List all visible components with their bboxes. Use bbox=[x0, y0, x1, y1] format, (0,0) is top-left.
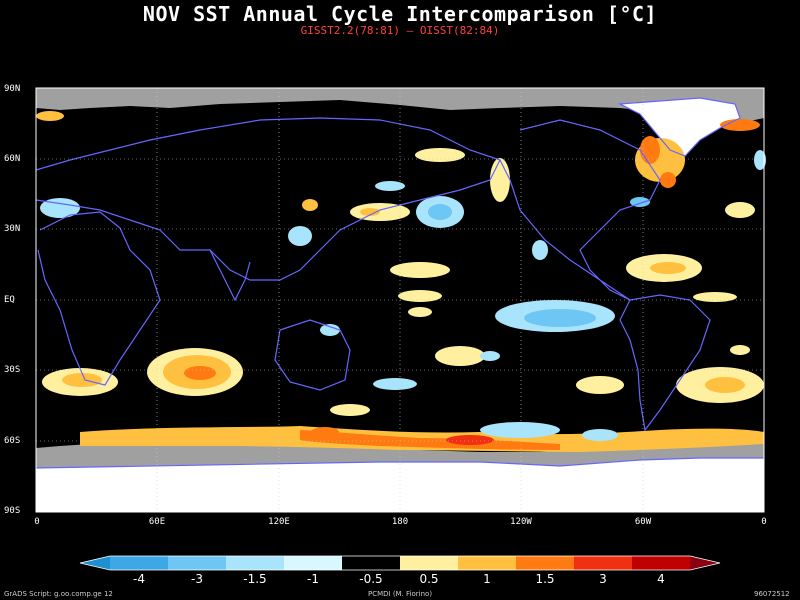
lat-label: 60S bbox=[4, 436, 21, 446]
colorbar-label: -1 bbox=[307, 572, 319, 586]
greenland bbox=[620, 98, 740, 156]
lat-label: EQ bbox=[4, 295, 15, 305]
colorbar-label: -1.5 bbox=[243, 572, 267, 586]
lat-label: 90S bbox=[4, 506, 21, 516]
colorbar-outline bbox=[79, 555, 721, 571]
lon-label: 180 bbox=[391, 517, 409, 527]
colorbar-label: 1 bbox=[483, 572, 491, 586]
map-subtitle: GISST2.2(78:81) – OISST(82:84) bbox=[300, 24, 500, 37]
map-title: NOV SST Annual Cycle Intercomparison [°C… bbox=[142, 2, 658, 26]
map-frame bbox=[35, 87, 765, 513]
colorbar-label: 0.5 bbox=[419, 572, 439, 586]
colorbar-label: -4 bbox=[133, 572, 145, 586]
lon-label: 60W bbox=[634, 517, 652, 527]
colorbar-swatch bbox=[516, 556, 574, 570]
colorbar-swatch bbox=[284, 556, 342, 570]
colorbar-swatch bbox=[400, 556, 458, 570]
footer-code: 96072512 bbox=[754, 590, 790, 598]
lat-label: 30S bbox=[4, 365, 21, 375]
colorbar-swatch bbox=[632, 556, 690, 570]
colorbar-swatch bbox=[574, 556, 632, 570]
lon-label: 60E bbox=[148, 517, 166, 527]
cool-anomalies bbox=[40, 150, 766, 441]
colorbar-label: 4 bbox=[657, 572, 665, 586]
lon-label: 120W bbox=[510, 517, 532, 527]
colorbar-swatch bbox=[226, 556, 284, 570]
lon-label: 0 bbox=[34, 517, 40, 527]
colorbar-right-arrow bbox=[690, 556, 720, 570]
colorbar-label: -3 bbox=[191, 572, 203, 586]
colorbar-swatch bbox=[168, 556, 226, 570]
lat-label: 30N bbox=[4, 224, 21, 234]
lon-label: 0 bbox=[761, 517, 767, 527]
colorbar-swatch bbox=[110, 556, 168, 570]
warm-anomalies bbox=[36, 111, 764, 452]
colorbar-label: -0.5 bbox=[359, 572, 383, 586]
grid-lines bbox=[36, 88, 764, 512]
lat-label: 90N bbox=[4, 84, 21, 94]
footer-credit: PCMDI (M. Fiorino) bbox=[368, 590, 433, 598]
footer-script: GrADS Script: g.oo.comp.ge 12 bbox=[4, 590, 113, 598]
colorbar-left-arrow bbox=[80, 556, 110, 570]
colorbar-label: 1.5 bbox=[535, 572, 555, 586]
colorbar bbox=[79, 555, 721, 571]
colorbar-swatch bbox=[342, 556, 400, 570]
lon-label: 120E bbox=[268, 517, 290, 527]
lat-label: 60N bbox=[4, 154, 21, 164]
colorbar-swatch bbox=[458, 556, 516, 570]
colorbar-label: 3 bbox=[599, 572, 607, 586]
